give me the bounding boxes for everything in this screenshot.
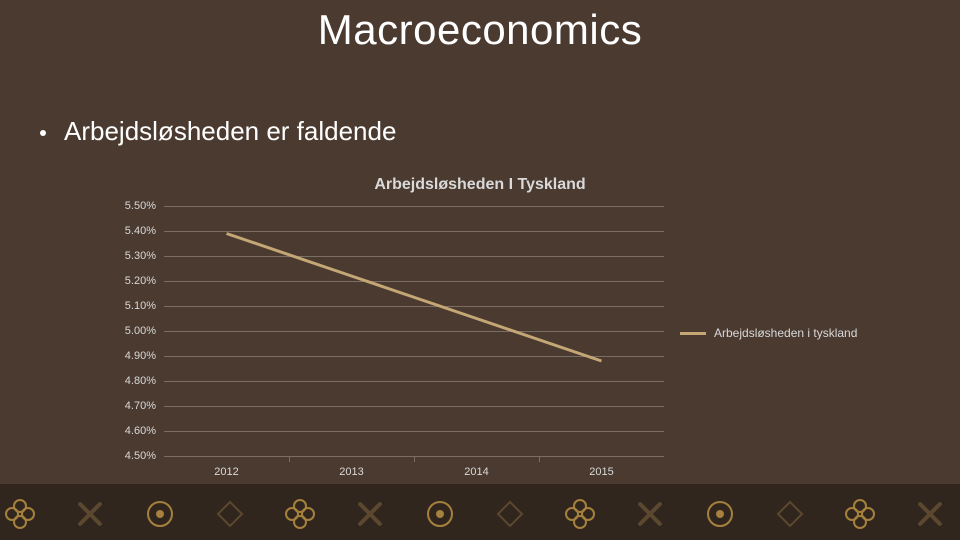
plot-area xyxy=(164,206,664,456)
legend: Arbejdsløsheden i tyskland xyxy=(680,326,857,340)
x-tick xyxy=(414,456,415,462)
bullet-row: Arbejdsløsheden er faldende xyxy=(40,116,396,147)
line-series xyxy=(164,206,664,456)
legend-label: Arbejdsløsheden i tyskland xyxy=(714,326,857,340)
y-tick-label: 4.60% xyxy=(100,425,156,437)
legend-swatch-icon xyxy=(680,332,706,335)
y-tick-label: 5.50% xyxy=(100,200,156,212)
y-tick-label: 4.80% xyxy=(100,375,156,387)
x-tick xyxy=(539,456,540,462)
data-line xyxy=(227,234,602,362)
slide: Macroeconomics Arbejdsløsheden er falden… xyxy=(0,0,960,540)
x-tick-label: 2013 xyxy=(339,466,363,478)
y-tick-label: 5.00% xyxy=(100,325,156,337)
bullet-text: Arbejdsløsheden er faldende xyxy=(64,116,396,146)
page-title: Macroeconomics xyxy=(0,6,960,54)
x-tick-label: 2015 xyxy=(589,466,613,478)
x-tick-label: 2014 xyxy=(464,466,488,478)
y-tick-label: 5.40% xyxy=(100,225,156,237)
y-tick-label: 4.50% xyxy=(100,450,156,462)
chart: 5.50%5.40%5.30%5.20%5.10%5.00%4.90%4.80%… xyxy=(100,206,860,500)
chart-title: Arbejdsløsheden I Tyskland xyxy=(0,176,960,194)
bullet-icon xyxy=(40,130,46,136)
x-tick-label: 2012 xyxy=(214,466,238,478)
y-tick-label: 4.70% xyxy=(100,400,156,412)
y-tick-label: 5.30% xyxy=(100,250,156,262)
x-tick xyxy=(289,456,290,462)
y-tick-label: 4.90% xyxy=(100,350,156,362)
y-tick-label: 5.10% xyxy=(100,300,156,312)
y-tick-label: 5.20% xyxy=(100,275,156,287)
decorative-pattern xyxy=(0,484,960,540)
